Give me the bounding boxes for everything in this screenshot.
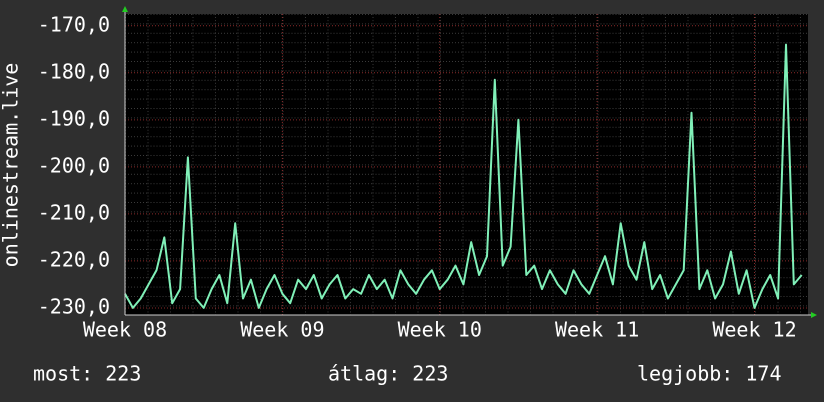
y-tick-label: -190,0 bbox=[38, 106, 110, 130]
marks bbox=[124, 43, 803, 309]
arrow bbox=[122, 6, 128, 12]
footer-stat: legjobb: 174 bbox=[637, 362, 782, 386]
x-tick-label: Week 08 bbox=[83, 318, 167, 342]
y-tick-label: -220,0 bbox=[38, 247, 110, 271]
y-tick-label: -230,0 bbox=[38, 294, 110, 318]
x-tick-label: Week 12 bbox=[712, 318, 796, 342]
x-tick-label: Week 10 bbox=[398, 318, 482, 342]
arrow bbox=[811, 312, 817, 318]
x-tick-label: Week 09 bbox=[240, 318, 324, 342]
x-tick-label: Week 11 bbox=[555, 318, 639, 342]
data-line bbox=[124, 43, 803, 309]
footer-stat: most: 223 bbox=[33, 362, 141, 386]
y-tick-label: -170,0 bbox=[38, 12, 110, 36]
y-axis-label: onlinestream.live bbox=[0, 63, 23, 268]
y-tick-label: -200,0 bbox=[38, 153, 110, 177]
y-tick-label: -210,0 bbox=[38, 200, 110, 224]
footer-stat: átlag: 223 bbox=[328, 362, 448, 386]
y-tick-label: -180,0 bbox=[38, 59, 110, 83]
